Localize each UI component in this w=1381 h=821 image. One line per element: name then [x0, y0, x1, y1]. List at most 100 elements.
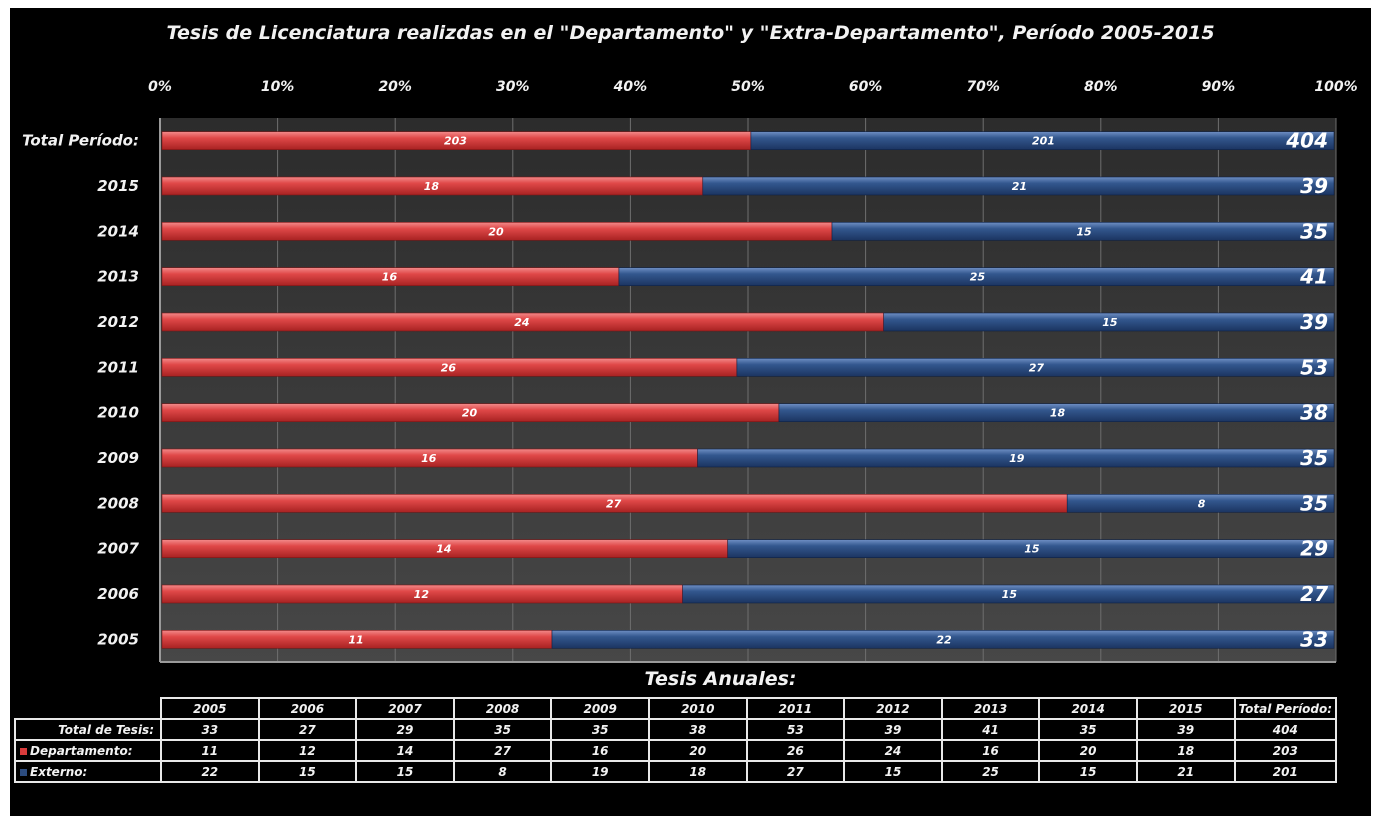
bar-externo — [750, 131, 1335, 150]
data-label-externo: 8 — [1198, 497, 1206, 510]
data-label-externo: 27 — [1029, 361, 1045, 374]
table-row-label: Departamento: — [14, 739, 162, 762]
data-label-externo: 25 — [970, 271, 986, 284]
table-cell: 15 — [257, 760, 358, 783]
table-cell: 53 — [745, 718, 846, 741]
category-label: 2005 — [97, 630, 139, 648]
table-cell: 14 — [355, 739, 455, 762]
bar-externo — [618, 267, 1335, 286]
legend-label: Departamento: — [30, 743, 133, 758]
table-corner — [15, 698, 161, 719]
table-header-cell: 2006 — [257, 697, 358, 720]
data-label-departamento: 16 — [421, 452, 437, 465]
x-tick-label: 60% — [849, 79, 883, 95]
data-label-total: 29 — [1300, 537, 1328, 561]
category-label: 2010 — [97, 404, 139, 422]
table-header-cell: 2008 — [452, 697, 553, 720]
category-label: 2015 — [97, 177, 139, 195]
table-cell: 25 — [940, 760, 1041, 783]
data-label-total: 27 — [1300, 582, 1328, 606]
data-label-departamento: 16 — [382, 271, 398, 284]
chart-title: Tesis de Licenciatura realizdas en el "D… — [166, 22, 1215, 44]
table-header-cell: 2015 — [1135, 697, 1236, 720]
data-label-total: 38 — [1300, 401, 1328, 425]
table-cell: 203 — [1233, 739, 1338, 762]
table-header-row: 2005 2006 2007 2008 2009 2010 2011 2012 2013 2014… — [15, 697, 1338, 720]
data-label-total: 41 — [1299, 265, 1328, 289]
table-header-cell: 2013 — [940, 697, 1041, 720]
bar-externo — [883, 312, 1335, 332]
data-label-departamento: 24 — [514, 316, 529, 329]
x-tick-label: 80% — [1084, 79, 1118, 95]
data-label-departamento: 27 — [606, 497, 622, 510]
category-label: 2011 — [97, 358, 139, 376]
data-label-departamento: 12 — [414, 588, 430, 601]
table-cell: 201 — [1233, 760, 1338, 783]
category-label: 2009 — [97, 449, 139, 467]
bar-externo — [778, 403, 1335, 422]
category-label: 2013 — [97, 268, 139, 286]
x-tick-label: 20% — [378, 79, 412, 95]
data-label-total: 33 — [1300, 627, 1328, 651]
table-cell: 35 — [550, 718, 650, 741]
table-cell: 39 — [1135, 718, 1236, 741]
table-row-label: Total de Tesis: — [14, 718, 162, 741]
stacked-bar-chart: 0% 10% 20% 30% 40% 50% 60% 70% 80% 90% 100% Total P… — [22, 79, 1358, 663]
data-label-departamento: 20 — [488, 225, 504, 238]
data-label-externo: 15 — [1002, 588, 1018, 601]
data-label-departamento: 203 — [444, 135, 467, 148]
table-header-cell: Total Período: — [1233, 697, 1338, 720]
table-cell: 15 — [843, 760, 943, 783]
x-tick-label: 100% — [1314, 79, 1357, 95]
x-tick-label: 30% — [496, 79, 530, 95]
data-label-externo: 18 — [1050, 407, 1066, 420]
x-tick-label: 10% — [261, 79, 295, 95]
bar-externo — [551, 630, 1335, 649]
legend-swatch — [20, 768, 27, 776]
table-cell: 35 — [1038, 718, 1138, 741]
category-label: 2007 — [97, 540, 139, 558]
data-label-departamento: 26 — [441, 361, 457, 374]
bar-externo — [702, 176, 1335, 196]
x-tick-label: 40% — [613, 79, 648, 95]
legend-swatch — [20, 747, 27, 755]
table-header-cell: 2011 — [745, 697, 846, 720]
data-label-externo: 22 — [936, 633, 952, 646]
data-label-total: 404 — [1285, 129, 1328, 153]
data-label-externo: 19 — [1009, 452, 1025, 465]
data-label-total: 35 — [1300, 446, 1328, 470]
data-label-total: 35 — [1300, 219, 1328, 243]
data-label-externo: 15 — [1076, 225, 1092, 238]
data-label-total: 53 — [1300, 355, 1328, 379]
table-title: Tesis Anuales: — [644, 668, 797, 690]
data-label-departamento: 14 — [436, 543, 451, 556]
data-label-departamento: 18 — [424, 180, 440, 193]
x-tick-label: 0% — [148, 79, 172, 95]
table-row: Departamento: 11 12 14 27 16 20 26 24 16 20 18 203 — [14, 739, 1338, 762]
bar-externo — [831, 222, 1335, 241]
table-cell: 19 — [550, 760, 650, 783]
x-tick-label: 70% — [966, 79, 1000, 95]
table-cell: 41 — [940, 718, 1041, 741]
table-cell: 35 — [452, 718, 553, 741]
bar-externo — [736, 358, 1335, 377]
table-cell: 38 — [647, 718, 748, 741]
table-cell: 11 — [160, 739, 260, 762]
table-header-cell: 2010 — [647, 697, 748, 720]
data-label-total: 35 — [1300, 491, 1328, 515]
bar-externo — [1066, 494, 1335, 513]
data-label-externo: 15 — [1024, 543, 1040, 556]
table-cell: 27 — [452, 739, 553, 762]
bar-externo — [727, 539, 1335, 558]
data-label-externo: 21 — [1012, 180, 1027, 193]
table-cell: 18 — [1135, 739, 1236, 762]
data-label-externo: 201 — [1032, 135, 1055, 148]
table-cell: 24 — [843, 739, 943, 762]
data-label-externo: 15 — [1102, 316, 1118, 329]
table-row: Total de Tesis: 33 27 29 35 35 38 53 39 41 35 39 404 — [14, 718, 1338, 741]
table-cell: 20 — [1038, 739, 1138, 762]
table-cell: 15 — [355, 760, 455, 783]
table-cell: 15 — [1038, 760, 1138, 783]
data-table: 2005 2006 2007 2008 2009 2010 2011 2012 2013 2014… — [14, 697, 1338, 783]
